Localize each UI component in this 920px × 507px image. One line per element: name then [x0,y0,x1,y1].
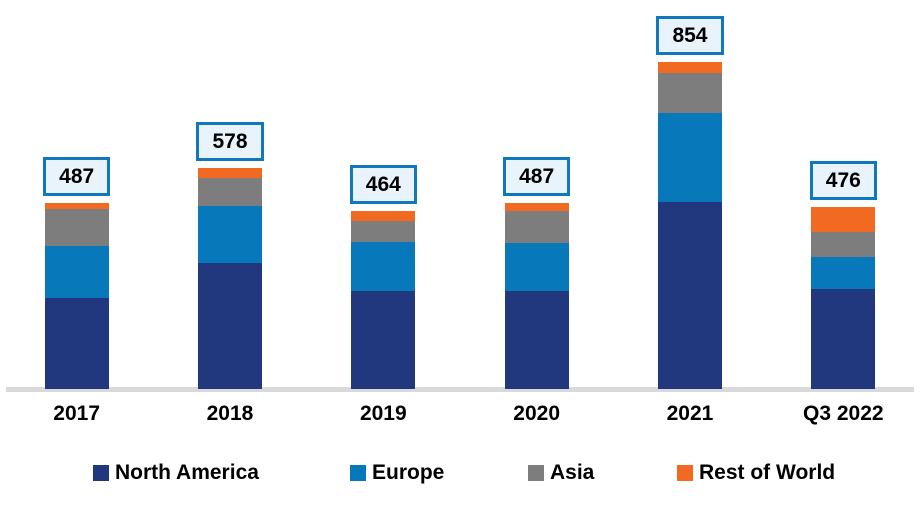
x-axis-line [6,387,914,392]
legend-label-rest-of-world: Rest of World [699,461,836,484]
bar-segment-rest-of-world-2021 [657,62,722,74]
bar-segment-europe-2021 [657,113,722,203]
bar-segment-europe-2018 [197,205,262,263]
bar-segment-rest-of-world-2017 [44,202,109,209]
bar-column-2019: 464 [307,0,460,389]
legend-item-rest-of-world: Rest of World [677,461,835,485]
bar-segment-asia-2018 [197,177,262,206]
bar-segment-europe-2019 [351,242,416,291]
bar-column-2018: 578 [153,0,306,389]
x-axis-labels: 2017 2018 2019 2020 2021 Q3 2022 [0,402,920,426]
bar-stack-2017 [44,202,109,389]
total-label-2018: 578 [196,121,264,161]
bar-segment-asia-2017 [44,208,109,246]
x-axis-label-2018: 2018 [206,402,254,425]
bar-stack-2018 [197,167,262,389]
bar-segment-rest-of-world-2018 [197,167,262,178]
x-axis-label-2017: 2017 [53,402,101,425]
bar-segment-north-america-q3-2022 [811,289,876,389]
bar-segment-north-america-2017 [44,297,109,389]
bar-segment-asia-2021 [657,73,722,114]
total-label-q3-2022: 476 [809,160,877,200]
bar-stack-2019 [351,211,416,389]
bar-column-2020: 487 [460,0,613,389]
bar-segment-europe-q3-2022 [811,257,876,290]
legend-item-asia: Asia [528,461,594,485]
bar-stack-q3-2022 [811,206,876,389]
legend-swatch-europe [350,465,366,481]
bar-segment-north-america-2021 [657,202,722,389]
legend-label-north-america: North America [115,461,259,484]
legend-item-europe: Europe [350,461,444,485]
bar-segment-europe-2020 [504,242,569,291]
bar-segment-asia-2019 [351,220,416,243]
total-label-2017: 487 [43,156,111,196]
bar-segment-rest-of-world-2020 [504,202,569,211]
x-axis-label-2020: 2020 [513,402,560,425]
legend-label-europe: Europe [372,461,445,484]
legend: North America Europe Asia Rest of World [0,461,920,487]
bar-column-2017: 487 [0,0,153,389]
x-axis-label-q3-2022: Q3 2022 [803,402,884,425]
bar-segment-north-america-2020 [504,291,569,389]
bar-segment-asia-q3-2022 [811,231,876,258]
total-label-2019: 464 [349,165,417,205]
bar-column-q3-2022: 476 [767,0,920,389]
plot-area: 487 578 464 487 854 476 [0,0,920,389]
bar-segment-north-america-2018 [197,263,262,389]
legend-swatch-asia [528,465,544,481]
legend-label-asia: Asia [550,461,595,484]
bar-stack-2021 [657,62,722,389]
bar-segment-rest-of-world-2019 [351,211,416,221]
legend-swatch-rest-of-world [677,465,693,481]
total-label-2021: 854 [656,16,724,56]
bar-stack-2020 [504,202,569,389]
bar-segment-europe-2017 [44,245,109,298]
bar-segment-north-america-2019 [351,290,416,389]
x-axis-label-2021: 2021 [666,402,714,425]
bar-segment-asia-2020 [504,210,569,243]
total-label-2020: 487 [503,156,571,196]
legend-swatch-north-america [93,465,109,481]
bar-segment-rest-of-world-q3-2022 [811,206,876,232]
x-axis-label-2019: 2019 [359,402,407,425]
bar-column-2021: 854 [613,0,766,389]
legend-item-north-america: North America [93,461,259,485]
